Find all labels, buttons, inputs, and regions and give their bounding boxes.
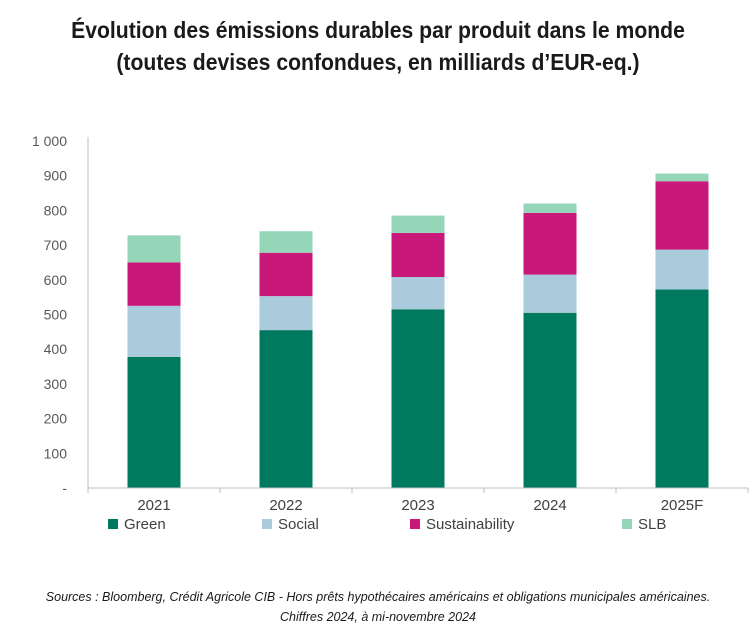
bar-social-2021 [127,305,181,357]
bar-slb-2021 [127,235,181,263]
bar-slb-2024 [523,203,577,213]
x-tick-label: 2025F [661,497,704,514]
legend-label-slb: SLB [638,516,666,533]
x-tick-label: 2023 [401,497,434,514]
chart-title-line-2: (toutes devises confondues, en milliards… [116,49,640,75]
y-tick-label: 900 [44,168,68,184]
y-tick-label: 300 [44,376,68,392]
x-tick-label: 2024 [533,497,566,514]
legend-swatch-social [262,519,272,529]
bar-social-2023 [391,277,445,310]
y-tick-label: 700 [44,237,68,253]
bar-green-2021 [127,356,181,488]
source-note: Sources : Bloomberg, Crédit Agricole CIB… [0,587,756,627]
source-line-2: Chiffres 2024, à mi-novembre 2024 [280,610,476,624]
bar-green-2022 [259,330,313,488]
legend-label-sustainability: Sustainability [426,516,515,533]
x-tick-label: 2022 [269,497,302,514]
bar-sustainability-2024 [523,212,577,275]
legend-swatch-green [108,519,118,529]
bar-green-2025f [655,289,709,488]
bar-sustainability-2025f [655,181,709,250]
y-tick-label: 800 [44,202,68,218]
chart-title: Évolution des émissions durables par pro… [30,14,726,78]
x-tick-label: 2021 [137,497,170,514]
bar-social-2025f [655,249,709,290]
bar-sustainability-2021 [127,262,181,306]
bar-slb-2025f [655,173,709,182]
legend-swatch-slb [622,519,632,529]
bar-sustainability-2023 [391,232,445,278]
bar-social-2022 [259,296,313,331]
bar-slb-2023 [391,215,445,233]
stacked-bar-chart: - 100 200 300 400 500 600 700 800 900 1 000 2021 202… [32,133,749,533]
bar-slb-2022 [259,231,313,253]
y-tick-label: - [62,480,67,496]
y-tick-label: 500 [44,307,68,323]
bar-social-2024 [523,274,577,313]
legend-label-social: Social [278,516,319,533]
source-line-1: Sources : Bloomberg, Crédit Agricole CIB… [45,590,711,604]
bar-green-2023 [391,309,445,488]
legend-swatch-sustainability [410,519,420,529]
y-tick-label: 1 000 [32,133,67,149]
y-tick-label: 600 [44,272,68,288]
chart-title-line-1: Évolution des émissions durables par pro… [71,17,685,43]
y-tick-label: 200 [44,411,68,427]
bar-green-2024 [523,312,577,488]
legend-label-green: Green [124,516,166,533]
y-tick-label: 100 [44,445,68,461]
y-tick-label: 400 [44,341,68,357]
bar-sustainability-2022 [259,252,313,297]
